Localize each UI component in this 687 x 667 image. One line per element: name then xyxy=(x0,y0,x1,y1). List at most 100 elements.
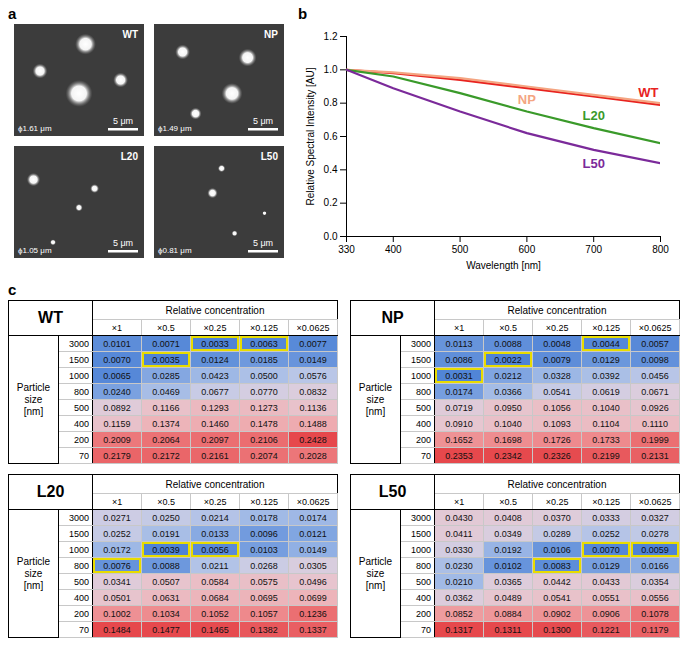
html-text:L50: L50 xyxy=(378,483,407,500)
html-text:0.0677: 0.0677 xyxy=(201,386,229,397)
svg-text:L20: L20 xyxy=(121,151,139,162)
svg-text:1.0: 1.0 xyxy=(324,64,338,75)
svg-text:L20: L20 xyxy=(582,108,604,123)
html-text:0.1159: 0.1159 xyxy=(103,418,131,429)
html-text:[nm]: [nm] xyxy=(365,579,386,591)
html-text:0.2097: 0.2097 xyxy=(201,434,229,445)
html-text:0.0240: 0.0240 xyxy=(103,386,131,397)
html-text:0.2172: 0.2172 xyxy=(152,450,180,461)
html-text:×0.0625: ×0.0625 xyxy=(296,322,330,333)
html-text:0.2179: 0.2179 xyxy=(103,450,131,461)
svg-text:ϕ0.81 μm: ϕ0.81 μm xyxy=(158,246,192,255)
html-text:0.0071: 0.0071 xyxy=(152,338,180,349)
svg-text:500: 500 xyxy=(452,244,469,255)
html-text:L20: L20 xyxy=(36,483,65,500)
html-text:Relative concentration: Relative concentration xyxy=(165,478,265,490)
html-text:size: size xyxy=(24,393,43,405)
svg-text:700: 700 xyxy=(585,244,602,255)
html-text:Particle: Particle xyxy=(358,555,393,567)
html-text:400: 400 xyxy=(74,418,89,429)
html-text:size: size xyxy=(24,567,43,579)
html-text:[nm]: [nm] xyxy=(23,405,44,417)
svg-text:L50: L50 xyxy=(261,151,279,162)
html-text:500: 500 xyxy=(74,402,89,413)
html-text:Particle: Particle xyxy=(358,381,393,393)
html-text:0.1460: 0.1460 xyxy=(201,418,229,429)
svg-text:5 μm: 5 μm xyxy=(113,116,133,126)
html-text:0.2106: 0.2106 xyxy=(250,434,278,445)
svg-text:ϕ1.49 μm: ϕ1.49 μm xyxy=(158,124,192,133)
html-text:0.1293: 0.1293 xyxy=(201,402,229,413)
svg-text:800: 800 xyxy=(652,244,669,255)
html-text:WT: WT xyxy=(38,309,63,326)
svg-text:L50: L50 xyxy=(582,156,604,171)
html-text:0.0892: 0.0892 xyxy=(103,402,131,413)
html-text:Relative concentration: Relative concentration xyxy=(507,304,607,316)
svg-text:600: 600 xyxy=(519,244,536,255)
html-text:0.2064: 0.2064 xyxy=(152,434,180,445)
svg-text:ϕ1.05 μm: ϕ1.05 μm xyxy=(18,246,52,255)
svg-text:0.2: 0.2 xyxy=(324,197,338,208)
html-text:[nm]: [nm] xyxy=(365,405,386,417)
html-text:0.0770: 0.0770 xyxy=(250,386,278,397)
html-text:0.0576: 0.0576 xyxy=(299,370,327,381)
html-text:1000: 1000 xyxy=(69,370,89,381)
svg-text:0.0: 0.0 xyxy=(324,231,338,242)
html-text:3000: 3000 xyxy=(69,338,89,349)
svg-text:5 μm: 5 μm xyxy=(253,238,273,248)
html-text:NP: NP xyxy=(381,309,404,326)
svg-text:1.2: 1.2 xyxy=(324,31,338,42)
html-text:0.0077: 0.0077 xyxy=(299,338,327,349)
html-text:×0.5: ×0.5 xyxy=(157,322,175,333)
html-text:0.0500: 0.0500 xyxy=(250,370,278,381)
html-text:×0.125: ×0.125 xyxy=(250,322,278,333)
svg-text:5 μm: 5 μm xyxy=(253,116,273,126)
html-text:0.0832: 0.0832 xyxy=(299,386,327,397)
html-text:[nm]: [nm] xyxy=(23,579,44,591)
html-text:0.0124: 0.0124 xyxy=(201,354,229,365)
html-text:0.1488: 0.1488 xyxy=(299,418,327,429)
svg-text:Relative Spectral Intensity [A: Relative Spectral Intensity [AU] xyxy=(305,67,316,205)
svg-text:400: 400 xyxy=(385,244,402,255)
html-text:Particle: Particle xyxy=(16,381,51,393)
html-text:0.2428: 0.2428 xyxy=(299,434,327,445)
html-text:1500: 1500 xyxy=(69,354,89,365)
html-text:0.1166: 0.1166 xyxy=(152,402,180,413)
svg-text:NP: NP xyxy=(518,92,536,107)
html-text:0.0185: 0.0185 xyxy=(250,354,278,365)
html-text:200: 200 xyxy=(74,434,89,445)
html-text:0.1136: 0.1136 xyxy=(299,402,327,413)
html-text:0.0033: 0.0033 xyxy=(201,338,229,349)
html-text:0.0285: 0.0285 xyxy=(152,370,180,381)
html-text:×1: ×1 xyxy=(111,322,123,333)
html-text:0.1273: 0.1273 xyxy=(250,402,278,413)
svg-text:0.4: 0.4 xyxy=(324,164,338,175)
svg-text:WT: WT xyxy=(122,29,138,40)
svg-text:330: 330 xyxy=(338,244,355,255)
html-text:0.0063: 0.0063 xyxy=(250,338,278,349)
html-text:0.0149: 0.0149 xyxy=(299,354,327,365)
svg-text:5 μm: 5 μm xyxy=(113,238,133,248)
html-text:0.0423: 0.0423 xyxy=(201,370,229,381)
html-text:size: size xyxy=(366,567,385,579)
svg-text:0.8: 0.8 xyxy=(324,97,338,108)
svg-text:Wavelength [nm]: Wavelength [nm] xyxy=(466,260,541,271)
html-text:size: size xyxy=(366,393,385,405)
html-text:0.2009: 0.2009 xyxy=(103,434,131,445)
svg-text:0.6: 0.6 xyxy=(324,131,338,142)
svg-text:ϕ1.61 μm: ϕ1.61 μm xyxy=(18,124,52,133)
html-text:0.0035: 0.0035 xyxy=(152,354,180,365)
html-text:Relative concentration: Relative concentration xyxy=(165,304,265,316)
html-text:Particle: Particle xyxy=(16,555,51,567)
html-text:0.1374: 0.1374 xyxy=(152,418,180,429)
html-text:Relative concentration: Relative concentration xyxy=(507,478,607,490)
svg-text:NP: NP xyxy=(264,29,278,40)
html-text:0.0065: 0.0065 xyxy=(103,370,131,381)
html-text:×0.25: ×0.25 xyxy=(203,322,227,333)
svg-text:WT: WT xyxy=(638,85,658,100)
html-text:800: 800 xyxy=(74,386,89,397)
html-text:0.0101: 0.0101 xyxy=(103,338,131,349)
html-text:0.0070: 0.0070 xyxy=(103,354,131,365)
html-text:0.1478: 0.1478 xyxy=(250,418,278,429)
html-text:0.0469: 0.0469 xyxy=(152,386,180,397)
